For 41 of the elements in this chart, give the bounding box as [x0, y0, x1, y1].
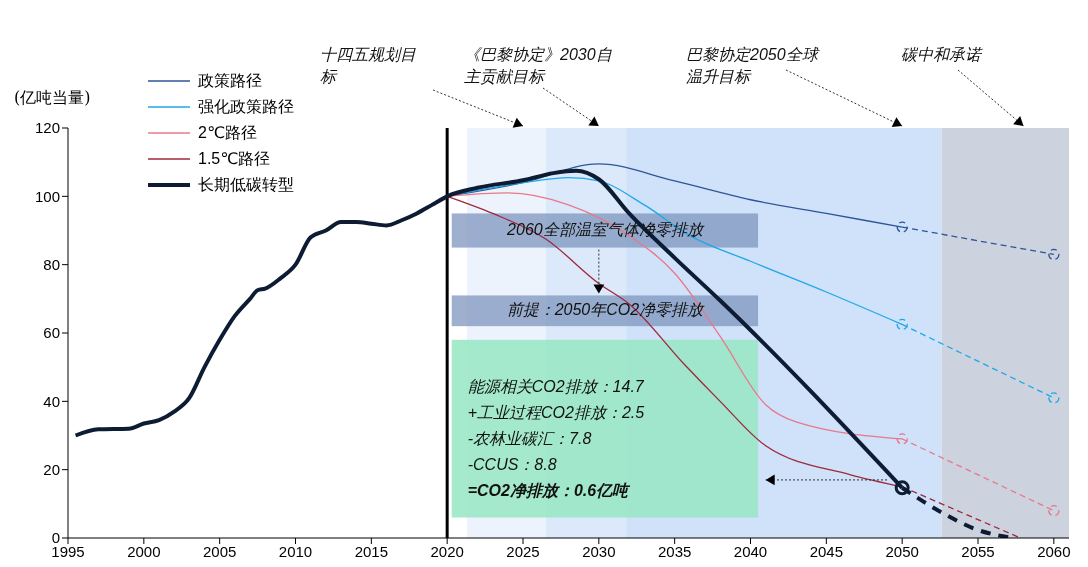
x-tick-label: 2040 — [733, 542, 768, 560]
annotation: 碳中和承诺 — [901, 45, 984, 65]
x-tick-label: 2030 — [582, 542, 616, 560]
x-tick-label: 2005 — [202, 542, 237, 560]
point — [1048, 392, 1060, 404]
point — [896, 433, 908, 445]
legend-label: 1.5℃路径 — [198, 148, 271, 169]
x-tick-label: 2010 — [278, 542, 313, 560]
x-tick-label: 2045 — [809, 542, 844, 560]
annotation: -农林业碳汇：7.8 — [467, 428, 593, 449]
y-tick-label: 120 — [34, 119, 60, 137]
x-tick-label: 2035 — [657, 542, 692, 560]
point — [896, 221, 908, 233]
x-tick-label: 2000 — [127, 542, 161, 560]
legend-label: 强化政策路径 — [198, 96, 294, 117]
point — [894, 480, 910, 496]
x-tick-label: 2020 — [430, 542, 464, 560]
x-tick-label: 2055 — [961, 542, 995, 560]
y-tick-label: 60 — [43, 324, 60, 342]
legend-label: 2℃路径 — [198, 122, 257, 143]
y-tick-label: 80 — [43, 255, 60, 273]
annotation: -CCUS：8.8 — [467, 454, 558, 475]
point — [1048, 248, 1060, 261]
point — [896, 318, 908, 331]
legend-label: 政策路径 — [198, 70, 262, 91]
legend-label: 长期低碳转型 — [198, 174, 294, 195]
annotation: +工业过程CO2排放：2.5 — [467, 402, 646, 423]
y-tick-label: 40 — [43, 392, 60, 410]
x-tick-label: 2060 — [1037, 542, 1071, 560]
x-tick-label: 2025 — [506, 542, 540, 560]
x-tick-label: 2050 — [885, 542, 919, 560]
y-axis-title: (亿吨当量) — [14, 88, 91, 109]
annotation: 巴黎协定2050全球温升目标 — [686, 45, 821, 87]
annotation: 十四五规划目标 — [320, 45, 417, 87]
annotation: 《巴黎协定》2030自主贡献目标 — [464, 45, 613, 87]
y-tick-label: 100 — [34, 187, 60, 205]
x-tick-label: 2015 — [354, 542, 389, 560]
annotation: 能源相关CO2排放：14.7 — [467, 376, 645, 397]
point — [1048, 505, 1060, 517]
y-tick-label: 20 — [43, 460, 60, 478]
annotation: =CO2净排放：0.6亿吨 — [467, 480, 631, 501]
